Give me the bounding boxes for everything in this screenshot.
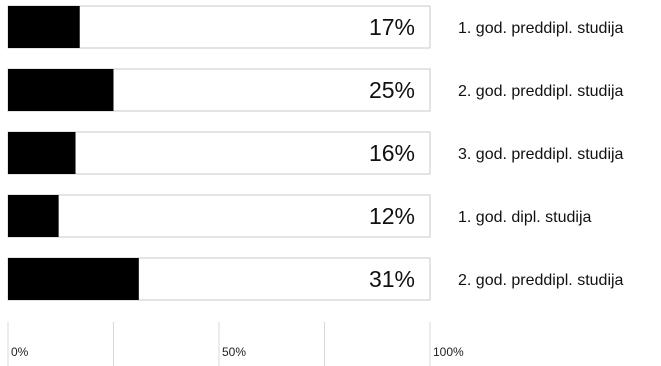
value-label: 17% [369,14,415,40]
bar [8,132,76,174]
x-tick-label: 0% [11,345,29,359]
value-label: 31% [369,266,415,292]
category-label: 3. god. preddipl. studija [458,146,624,163]
bar [8,6,80,48]
category-label: 1. god. dipl. studija [458,209,592,226]
bar-rows: 17% 1. god. preddipl. studija 25% 2. god. p… [7,5,624,301]
bar [8,258,139,300]
bar [8,195,59,237]
value-label: 16% [369,140,415,166]
category-label: 1. god. preddipl. studija [458,20,624,37]
bar-track [7,131,431,175]
x-tick-label: 50% [222,345,246,359]
bar-track [7,194,431,238]
value-label: 12% [369,203,415,229]
grid-lines [7,322,431,366]
x-axis-ticks: 0% 50% 100% [11,345,464,359]
value-label: 25% [369,77,415,103]
category-label: 2. god. preddipl. studija [458,83,624,100]
category-label: 2. god. preddipl. studija [458,272,624,289]
x-tick-label: 100% [433,345,464,359]
bar [8,69,114,111]
